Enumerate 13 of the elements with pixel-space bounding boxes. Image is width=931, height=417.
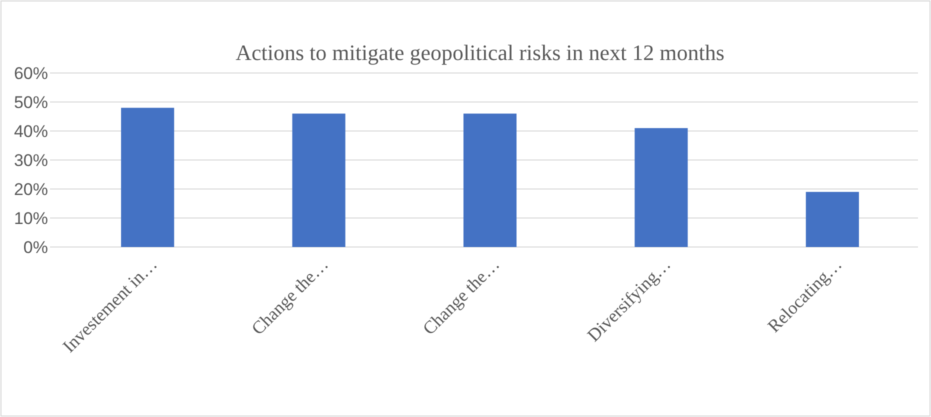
y-tick-label: 60% — [14, 64, 48, 83]
y-tick-label: 50% — [14, 92, 48, 112]
y-tick-label: 10% — [14, 208, 48, 228]
y-tick-label: 0% — [23, 238, 48, 257]
chart-title: Actions to mitigate geopolitical risks in next 12 months — [236, 40, 724, 65]
bar — [634, 128, 688, 247]
y-tick-label: 40% — [14, 122, 48, 141]
bar — [121, 108, 174, 247]
bar — [806, 192, 859, 247]
bar — [292, 114, 346, 247]
bar — [463, 114, 517, 247]
y-tick-label: 20% — [14, 180, 48, 199]
y-tick-label: 30% — [14, 150, 48, 170]
